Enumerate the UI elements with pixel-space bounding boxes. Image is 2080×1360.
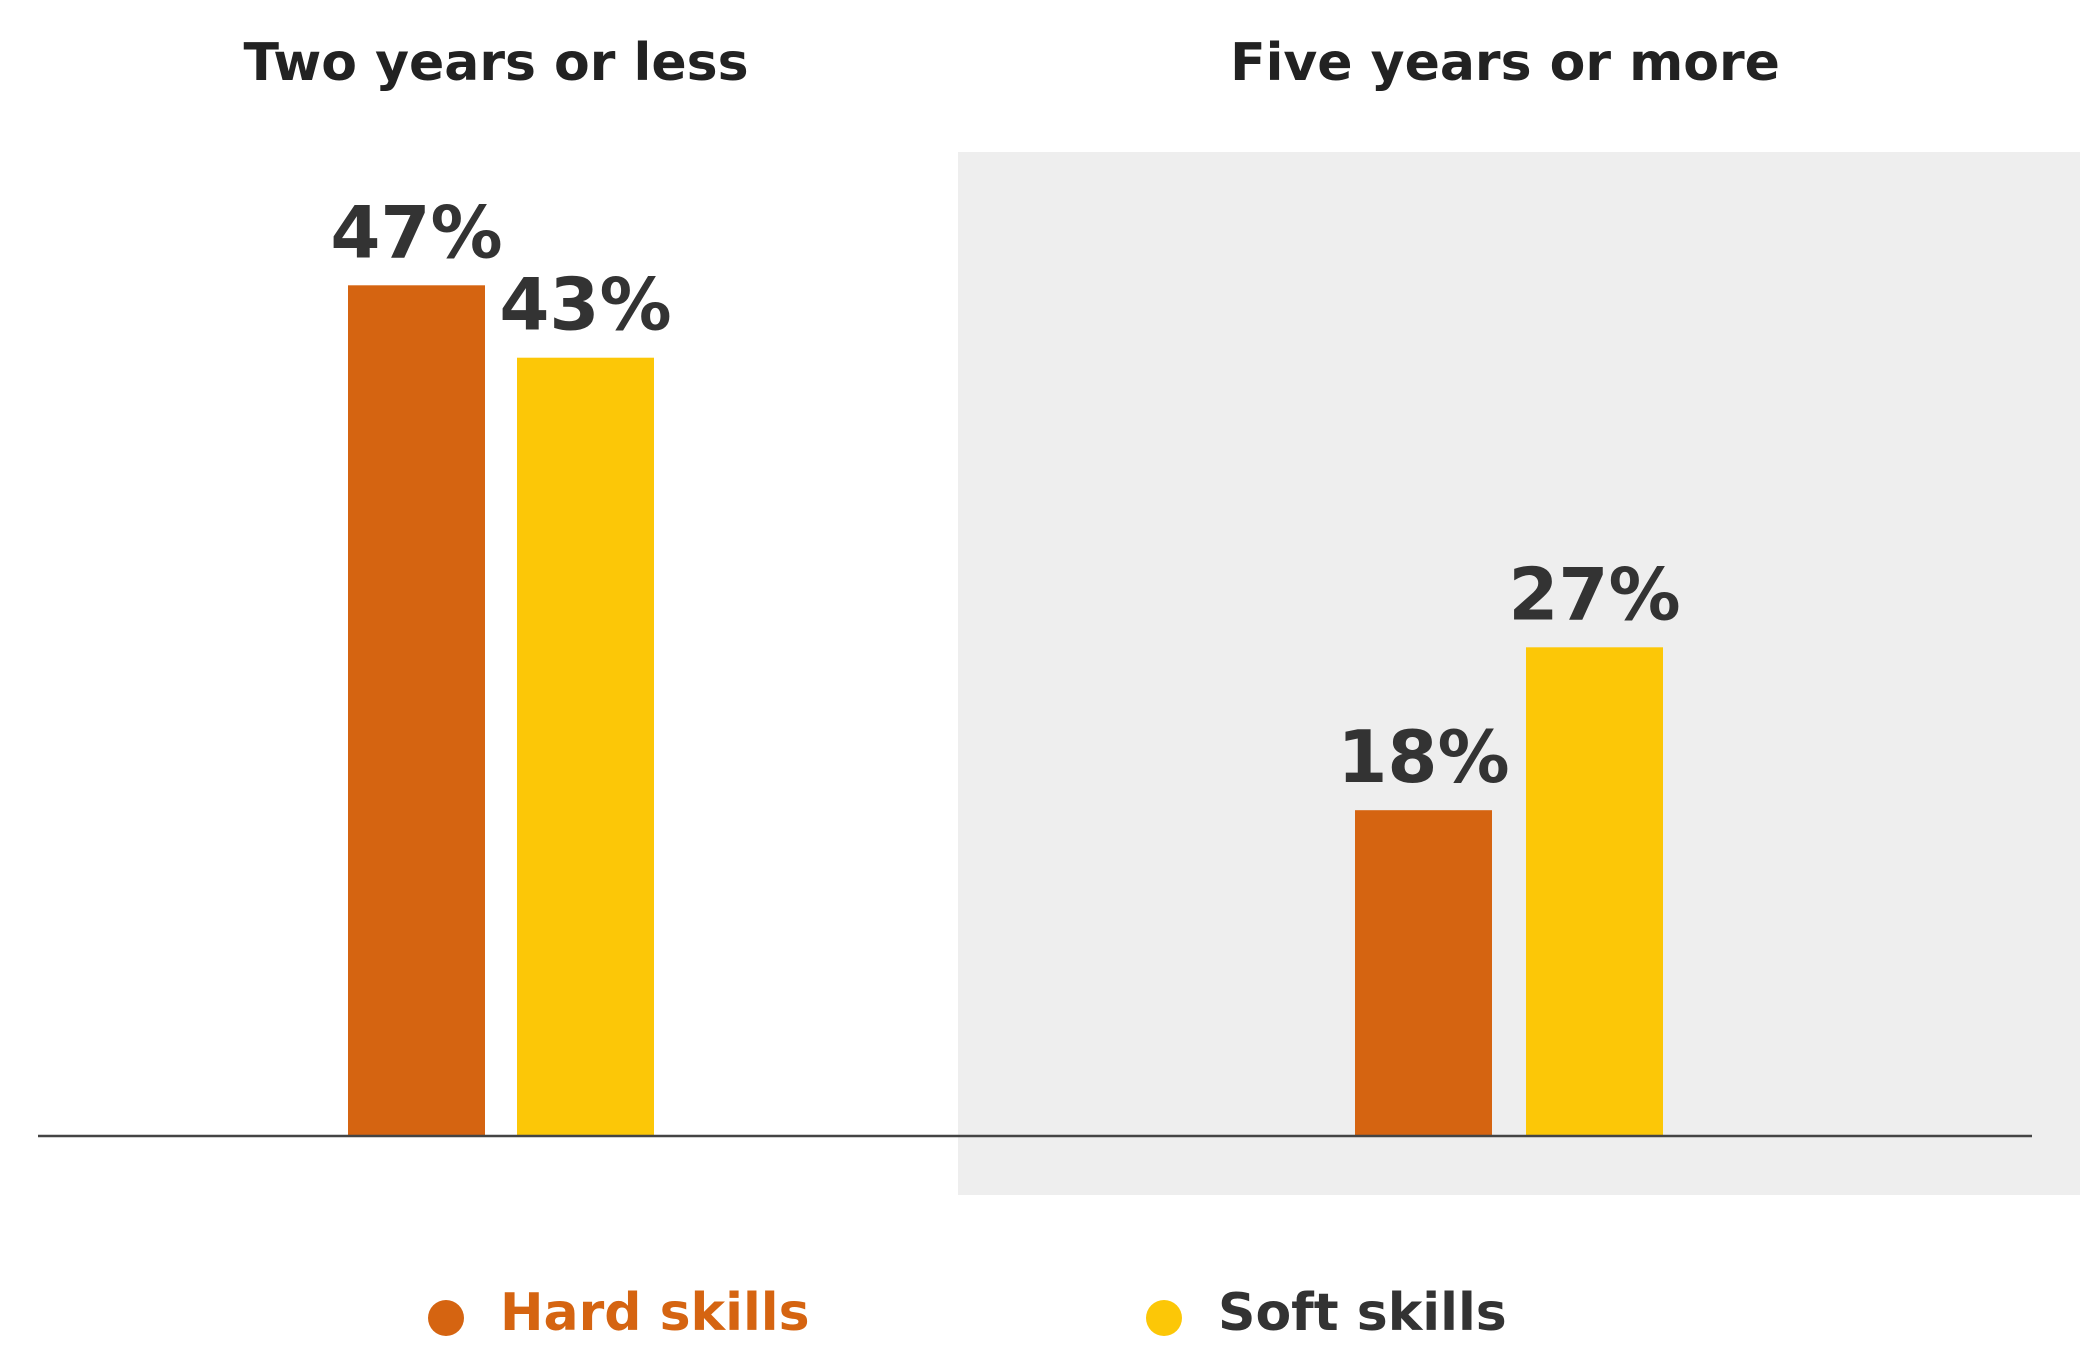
- legend-label-soft-skills: Soft skills: [1218, 1283, 1507, 1343]
- value-label-soft-skills-0: 43%: [499, 263, 671, 347]
- legend-swatch-soft-skills: [1146, 1300, 1182, 1336]
- highlight-panel: [958, 152, 2080, 1195]
- bar-hard-skills-1: [1355, 810, 1492, 1136]
- legend-label-hard-skills: Hard skills: [500, 1283, 810, 1343]
- legend-swatch-hard-skills: [428, 1300, 464, 1336]
- bar-soft-skills-0: [517, 357, 654, 1136]
- group-title-0: Two years or less: [243, 33, 748, 93]
- value-label-hard-skills-0: 47%: [330, 190, 502, 274]
- bar-soft-skills-1: [1526, 647, 1663, 1136]
- value-labels: 47% 18% 43% 27%: [330, 190, 1680, 799]
- bar-hard-skills-0: [348, 285, 485, 1136]
- value-label-hard-skills-1: 18%: [1337, 715, 1509, 799]
- legend: Hard skills Soft skills: [428, 1283, 1507, 1343]
- bars: [348, 285, 1663, 1136]
- value-label-soft-skills-1: 27%: [1508, 552, 1680, 636]
- group-title-1: Five years or more: [1230, 33, 1780, 93]
